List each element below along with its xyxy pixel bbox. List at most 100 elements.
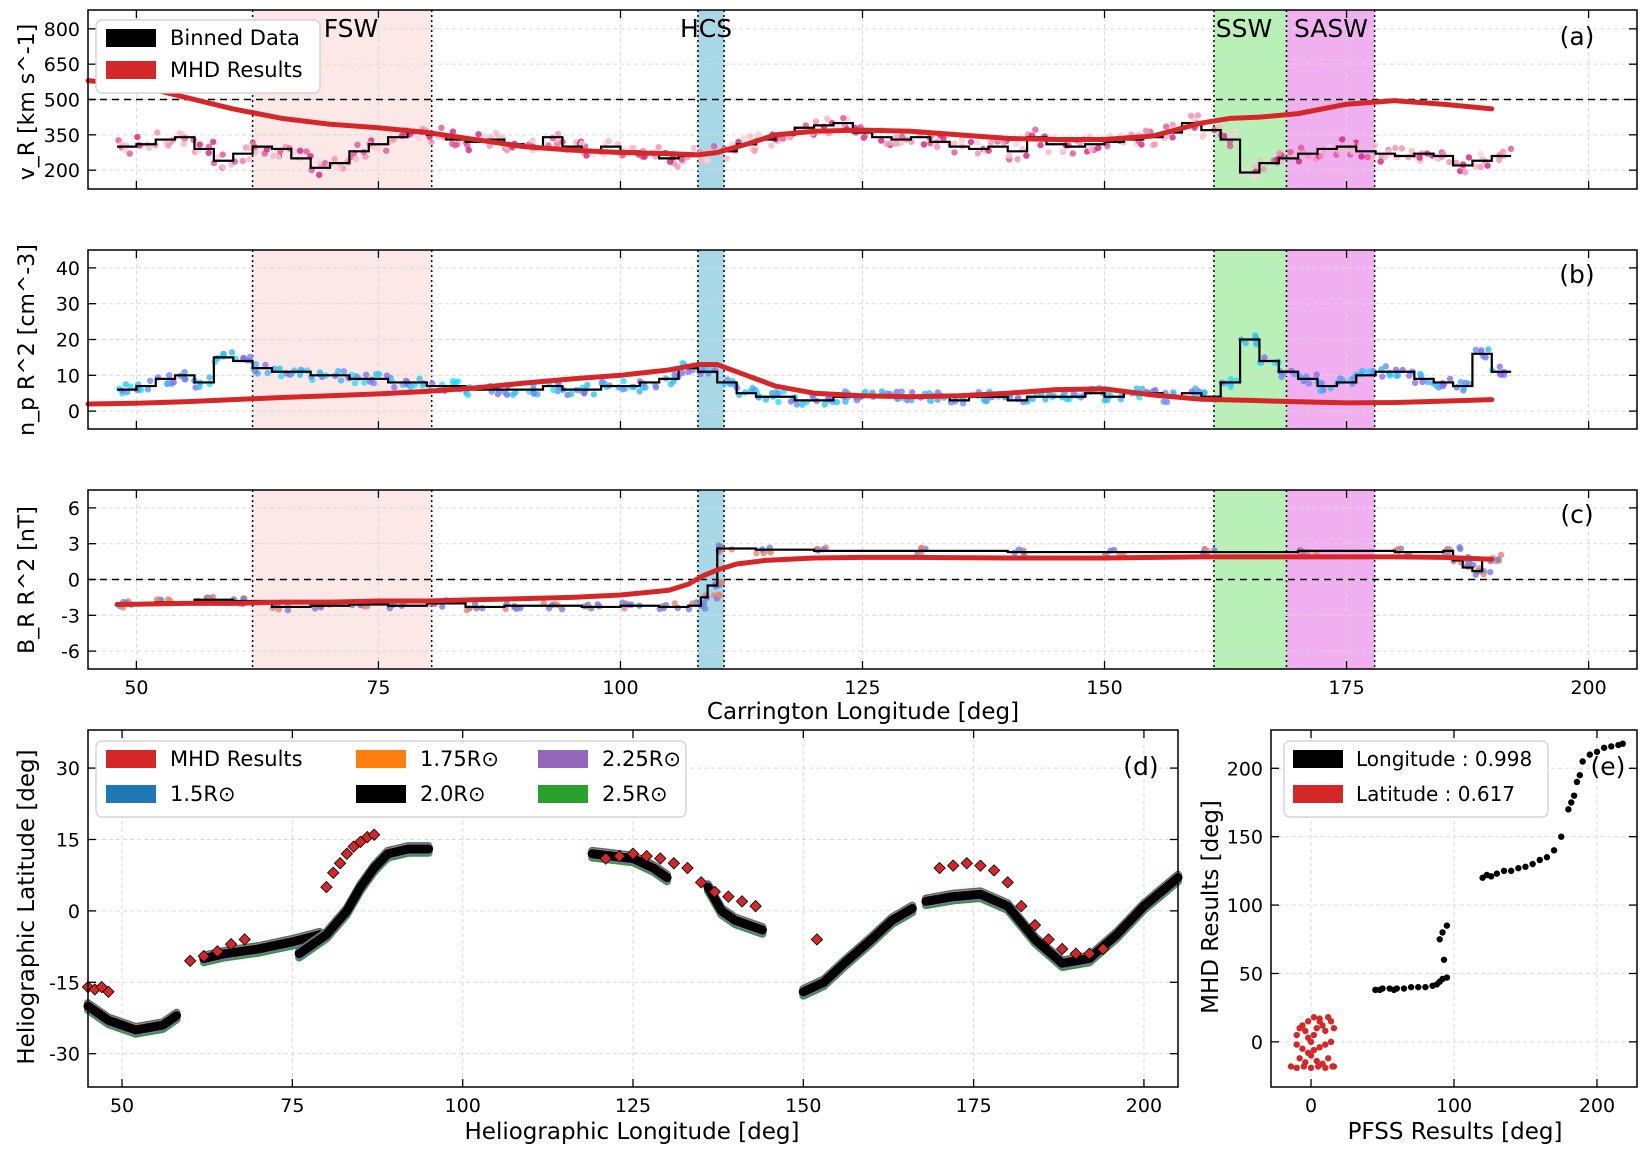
legend-label-mhd-results: MHD Results: [170, 747, 303, 771]
x-tick-label-d: 75: [280, 1095, 304, 1117]
measurement-point-b: [1424, 378, 1431, 386]
measurement-point-b: [550, 386, 557, 394]
ylabel-d: Heliographic Latitude [deg]: [14, 749, 40, 1064]
measurement-point-a: [951, 140, 958, 147]
measurement-point-b: [351, 379, 359, 387]
longitude-comparison-point: [1558, 833, 1565, 840]
longitude-comparison-point: [1407, 983, 1415, 991]
measurement-point-a: [1216, 124, 1223, 131]
measurement-point-a: [1465, 154, 1473, 161]
measurement-point-a: [1151, 141, 1158, 148]
measurement-point-b: [908, 389, 916, 396]
measurement-point-c: [1494, 556, 1502, 563]
measurement-point-a: [219, 163, 227, 171]
measurement-point-b: [620, 377, 627, 385]
measurement-point-b: [419, 382, 426, 389]
latitude-comparison-point: [1287, 1063, 1295, 1070]
latitude-comparison-point: [1324, 1055, 1332, 1062]
legend-label-latitude: Latitude : 0.617: [1356, 782, 1515, 806]
longitude-comparison-point: [1550, 847, 1558, 854]
region-label-ssw: SSW: [1216, 14, 1272, 43]
measurement-point-b: [1201, 389, 1208, 396]
measurement-point-b: [1042, 396, 1049, 403]
measurement-point-a: [630, 144, 637, 152]
measurement-point-a: [449, 128, 457, 135]
ylabel-a: v_R [km s^-1]: [15, 24, 40, 180]
measurement-point-a: [1194, 112, 1202, 119]
x-tick-label-d: 50: [110, 1095, 134, 1117]
measurement-point-a: [210, 138, 217, 146]
legend-panel-d: MHD Results 1.75R⊙ 2.25R⊙ 1.5R⊙ 2.0R⊙ 2.…: [95, 740, 687, 818]
y-tick-label-e: 200: [1227, 758, 1263, 780]
legend-swatch-2-5: [538, 785, 588, 803]
mhd-footpoint-marker: [722, 890, 735, 903]
measurement-point-c: [1457, 545, 1464, 553]
longitude-comparison-point: [1443, 922, 1451, 929]
longitude-comparison-point: [1439, 929, 1446, 936]
measurement-point-b: [1365, 368, 1372, 375]
measurement-point-c: [558, 606, 566, 613]
measurement-point-b: [893, 388, 901, 396]
panel-tag-c: (c): [1560, 500, 1593, 529]
measurement-point-b: [220, 350, 227, 358]
legend-swatch-latitude: [1293, 785, 1343, 803]
measurement-point-b: [530, 390, 538, 397]
measurement-point-a: [655, 143, 662, 151]
measurement-point-a: [196, 141, 203, 148]
measurement-point-c: [284, 606, 292, 614]
legend-label-longitude: Longitude : 0.998: [1356, 747, 1532, 771]
measurement-point-b: [1305, 380, 1313, 387]
measurement-point-b: [1419, 378, 1426, 386]
y-tick-label-d: 15: [56, 829, 80, 851]
xlabel-e: PFSS Results [deg]: [1348, 1119, 1563, 1145]
latitude-comparison-point: [1307, 1064, 1315, 1072]
y-tick-label-d: 0: [68, 901, 80, 923]
measurement-point-c: [311, 605, 319, 612]
measurement-point-c: [1486, 568, 1494, 576]
longitude-comparison-point: [1400, 985, 1408, 992]
measurement-point-a: [352, 155, 359, 163]
measurement-point-b: [1070, 390, 1077, 397]
longitude-comparison-point: [1522, 863, 1529, 870]
mhd-footpoint-marker: [946, 859, 960, 872]
mhd-footpoint-marker: [367, 828, 381, 841]
measurement-point-a: [239, 157, 246, 165]
measurement-point-a: [1005, 152, 1013, 160]
measurement-point-a: [1232, 128, 1239, 136]
measurement-point-a: [1348, 140, 1355, 148]
measurement-point-a: [134, 133, 141, 141]
ylabel-b: n_p R^2 [cm^-3]: [15, 244, 40, 436]
measurement-point-a: [1032, 126, 1039, 133]
y-tick-label-c: 6: [68, 498, 80, 520]
mhd-footpoint-marker: [708, 885, 721, 899]
measurement-point-a: [779, 135, 787, 142]
measurement-point-a: [747, 133, 754, 140]
legend-label-2-0: 2.0R⊙: [420, 782, 486, 806]
legend-panel-a: Binned Data MHD Results: [95, 19, 321, 94]
measurement-point-b: [652, 384, 660, 391]
measurement-point-b: [375, 371, 383, 378]
measurement-point-c: [463, 606, 471, 614]
measurement-point-a: [331, 155, 338, 163]
mhd-footpoint-marker: [1015, 899, 1028, 913]
longitude-comparison-point: [1436, 936, 1443, 943]
measurement-point-b: [454, 378, 462, 385]
mhd-footpoint-marker: [640, 849, 653, 863]
legend-label-binned: Binned Data: [170, 26, 300, 50]
legend-swatch-2-25: [538, 750, 588, 768]
y-tick-label-e: 0: [1251, 1032, 1263, 1054]
measurement-point-b: [1472, 346, 1480, 354]
measurement-point-a: [354, 141, 361, 149]
legend-label-mhd: MHD Results: [170, 58, 303, 82]
longitude-comparison-point: [1543, 854, 1551, 861]
measurement-point-b: [667, 381, 675, 388]
mhd-footpoint-marker: [211, 945, 224, 958]
measurement-point-b: [878, 388, 886, 395]
measurement-point-b: [264, 369, 271, 377]
measurement-point-a: [933, 143, 941, 151]
measurement-point-a: [554, 130, 562, 138]
latitude-comparison-point: [1300, 1063, 1308, 1070]
latitude-comparison-point: [1316, 1015, 1323, 1022]
measurement-point-a: [1461, 169, 1469, 176]
latitude-comparison-point: [1313, 1057, 1320, 1065]
